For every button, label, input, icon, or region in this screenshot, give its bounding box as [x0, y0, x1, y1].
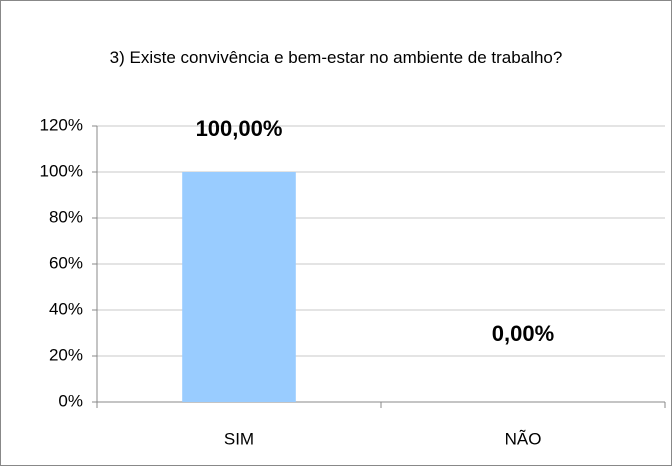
y-tick-label: 20%	[49, 345, 83, 364]
y-tick-label: 100%	[40, 161, 83, 180]
y-tick-label: 40%	[49, 299, 83, 318]
bar	[182, 172, 296, 402]
x-tick-label: NÃO	[505, 429, 542, 448]
x-tick-label: SIM	[224, 429, 254, 448]
y-tick-label: 80%	[49, 207, 83, 226]
y-tick-label: 0%	[58, 391, 83, 410]
y-tick-label: 60%	[49, 253, 83, 272]
chart-title: 3) Existe convivência e bem-estar no amb…	[109, 48, 563, 67]
y-tick-label: 120%	[40, 115, 83, 134]
data-label: 0,00%	[492, 321, 554, 346]
data-label: 100,00%	[196, 116, 283, 141]
